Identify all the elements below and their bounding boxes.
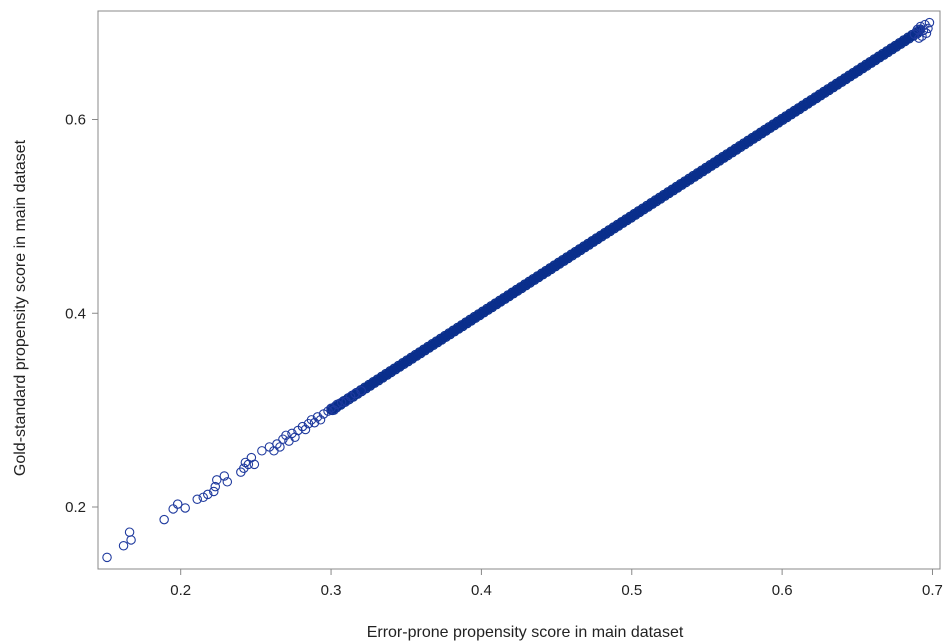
x-tick-label: 0.3 [321, 582, 342, 599]
x-tick-label: 0.5 [621, 582, 642, 599]
scatter-point [219, 471, 230, 481]
x-tick-label: 0.4 [471, 582, 492, 599]
x-axis: 0.2 0.3 0.4 0.5 0.6 0.7 [170, 569, 943, 599]
x-tick-label: 0.2 [170, 582, 191, 599]
scatter-point [168, 504, 178, 514]
scatter-point [329, 405, 339, 415]
scatter-point [323, 406, 333, 416]
scatter-point [212, 475, 222, 485]
scatter-point [356, 385, 366, 396]
scatter-point [172, 499, 183, 509]
scatter-point [246, 452, 257, 463]
scatter-point [272, 439, 282, 449]
scatter-point [306, 415, 317, 425]
scatter-point [240, 457, 251, 468]
scatter-point [281, 430, 291, 441]
scatter-point [918, 25, 929, 36]
scatter-point [222, 477, 233, 487]
scatter-point [315, 415, 326, 425]
scatter-point [914, 26, 924, 37]
scatter-point [332, 399, 342, 410]
x-tick-label: 0.6 [772, 582, 793, 599]
y-tick-label: 0.6 [65, 112, 86, 129]
scatter-point [312, 412, 323, 422]
scatter-point [124, 527, 135, 537]
scatter-point [924, 17, 935, 28]
x-tick-label: 0.7 [922, 582, 943, 599]
scatter-point [912, 24, 923, 35]
scatter-marks [102, 17, 935, 563]
scatter-point [917, 31, 927, 41]
scatter-point [350, 388, 360, 399]
scatter-point [300, 424, 311, 435]
y-tick-label: 0.4 [65, 305, 86, 322]
x-axis-title: Error-prone propensity score in main dat… [367, 624, 684, 641]
y-tick-label: 0.2 [65, 499, 86, 516]
scatter-point [159, 514, 169, 525]
scatter-point [180, 503, 190, 513]
y-axis: 0.2 0.4 0.6 [65, 112, 98, 516]
scatter-point [210, 481, 221, 492]
scatter-point [923, 23, 933, 34]
plot-frame [97, 10, 941, 570]
scatter-point [914, 33, 924, 43]
scatter-point [257, 446, 267, 456]
scatter-point [203, 489, 213, 500]
scatter-point [209, 486, 219, 497]
scatter-point [336, 397, 347, 408]
y-axis-title: Gold-standard propensity score in main d… [12, 139, 29, 476]
scatter-point [102, 552, 112, 563]
plot-border [97, 10, 941, 570]
scatter-point [118, 540, 129, 551]
scatter-point [309, 417, 320, 428]
scatter-point [126, 535, 136, 545]
scatter-point [192, 494, 202, 504]
scatter-point [297, 421, 308, 432]
